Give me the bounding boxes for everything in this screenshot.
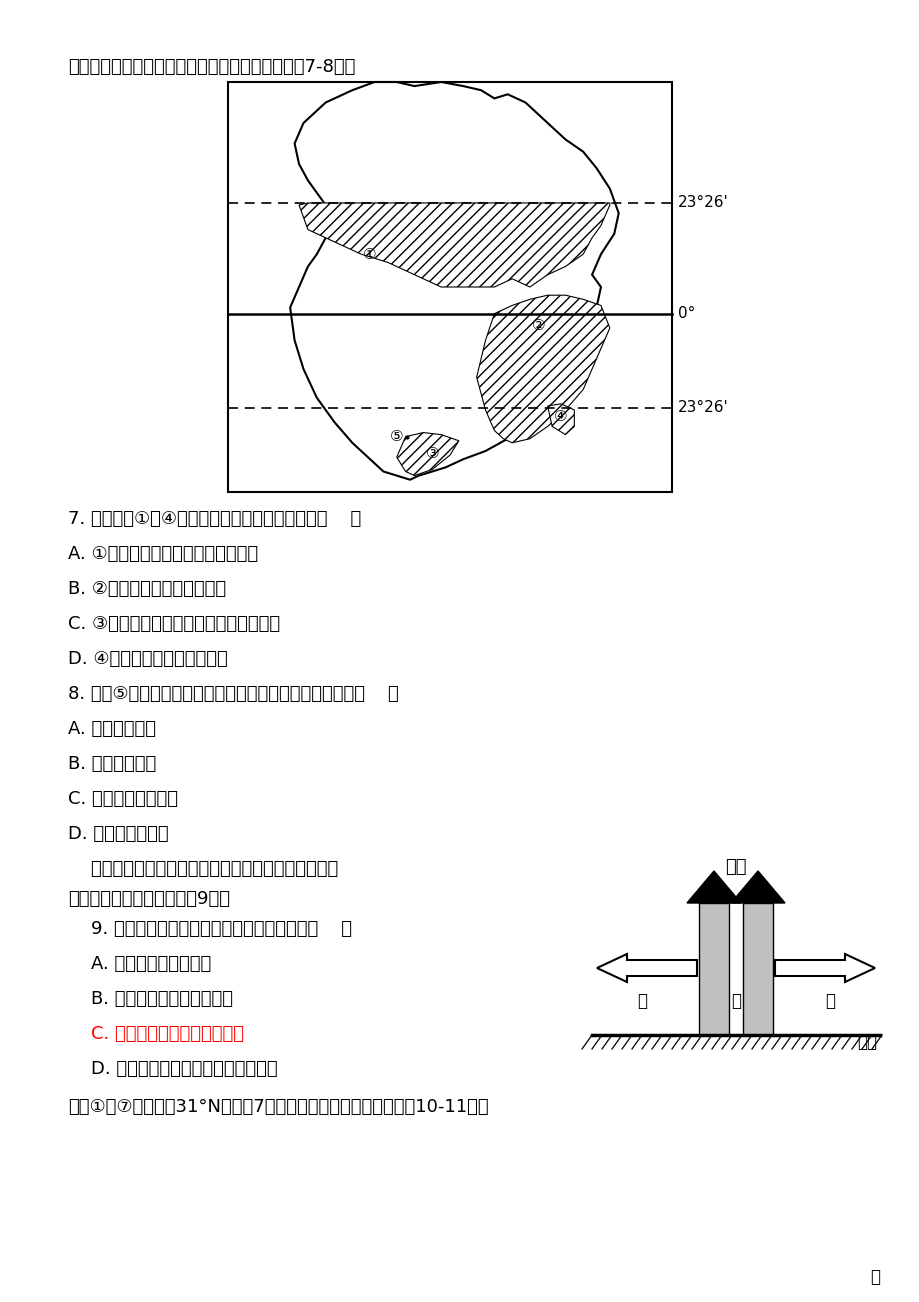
Polygon shape: [731, 871, 784, 904]
Text: 9. 若甲、乙风向相反，则下列叙述正确的是（    ）: 9. 若甲、乙风向相反，则下列叙述正确的是（ ）: [68, 921, 352, 937]
Text: A. ①地受西南风和东北信风交替控制: A. ①地受西南风和东北信风交替控制: [68, 546, 258, 562]
Text: 0°: 0°: [677, 306, 695, 322]
Text: 表示气压带。读图，完成第9题。: 表示气压带。读图，完成第9题。: [68, 891, 230, 907]
Text: 图中①～⑦示意某月31°N纬线上7个地点的气压分布。读图，完成10-11题。: 图中①～⑦示意某月31°N纬线上7个地点的气压分布。读图，完成10-11题。: [68, 1098, 488, 1116]
Text: B. 受乙控制的地区温和多雨: B. 受乙控制的地区温和多雨: [68, 990, 233, 1008]
Text: 甲: 甲: [636, 992, 646, 1010]
Text: B. ②地终年受赤道低气压影响: B. ②地终年受赤道低气压影响: [68, 579, 226, 598]
Polygon shape: [476, 296, 609, 443]
Text: 23°26': 23°26': [677, 401, 728, 415]
Text: 23°26': 23°26': [677, 195, 728, 211]
Text: ①: ①: [363, 246, 377, 262]
Text: 丙: 丙: [731, 992, 740, 1010]
Polygon shape: [396, 432, 459, 475]
Text: 乙: 乙: [824, 992, 834, 1010]
Text: D. 甲、丙交替控制区为热带草原气候: D. 甲、丙交替控制区为热带草原气候: [68, 1060, 278, 1078]
Text: 气流: 气流: [724, 858, 746, 876]
Text: ④: ④: [553, 409, 567, 423]
Text: 地面: 地面: [857, 1032, 876, 1051]
Text: A. 甲风带为低纬信风带: A. 甲风带为低纬信风带: [68, 954, 211, 973]
Polygon shape: [774, 954, 874, 982]
Bar: [698, 904, 728, 1035]
Text: C. 受丙控制的地区多晴朗天气: C. 受丙控制的地区多晴朗天气: [68, 1025, 244, 1043]
Text: 8. 图中⑤地沿岸雾气在日出后逐渐漂向内陆，主要原因是（    ）: 8. 图中⑤地沿岸雾气在日出后逐渐漂向内陆，主要原因是（ ）: [68, 685, 398, 703]
Bar: [743, 904, 772, 1035]
Text: 三: 三: [869, 1268, 879, 1286]
Polygon shape: [686, 871, 740, 904]
Bar: [228, 82, 671, 492]
Text: B. 对流运动旺盛: B. 对流运动旺盛: [68, 755, 156, 773]
Text: ⑤: ⑤: [390, 430, 403, 444]
Text: C. 海陆热力性质差异: C. 海陆热力性质差异: [68, 790, 177, 809]
Text: C. ③地受东南信风和赤道低气压交替控制: C. ③地受东南信风和赤道低气压交替控制: [68, 615, 279, 633]
Text: 下图中阴影示意非洲某种气候类型分布，据此回答7-8题。: 下图中阴影示意非洲某种气候类型分布，据此回答7-8题。: [68, 59, 355, 76]
Polygon shape: [547, 404, 573, 435]
Polygon shape: [299, 203, 609, 286]
Text: D. ④地受暖流和东南信风影响: D. ④地受暖流和东南信风影响: [68, 650, 228, 668]
Text: D. 近地面产生逆温: D. 近地面产生逆温: [68, 825, 168, 842]
Text: 7. 关于图中①～④地气候成因的叙述，正确的是（    ）: 7. 关于图中①～④地气候成因的叙述，正确的是（ ）: [68, 510, 361, 529]
Text: A. 盛行西风吹拂: A. 盛行西风吹拂: [68, 720, 156, 738]
Polygon shape: [596, 954, 697, 982]
Text: 如右图为三圈环流局部示意图，甲、乙表示风带，丙: 如右图为三圈环流局部示意图，甲、乙表示风带，丙: [68, 861, 338, 878]
Text: ③: ③: [425, 445, 438, 461]
Text: ②: ②: [531, 319, 545, 333]
